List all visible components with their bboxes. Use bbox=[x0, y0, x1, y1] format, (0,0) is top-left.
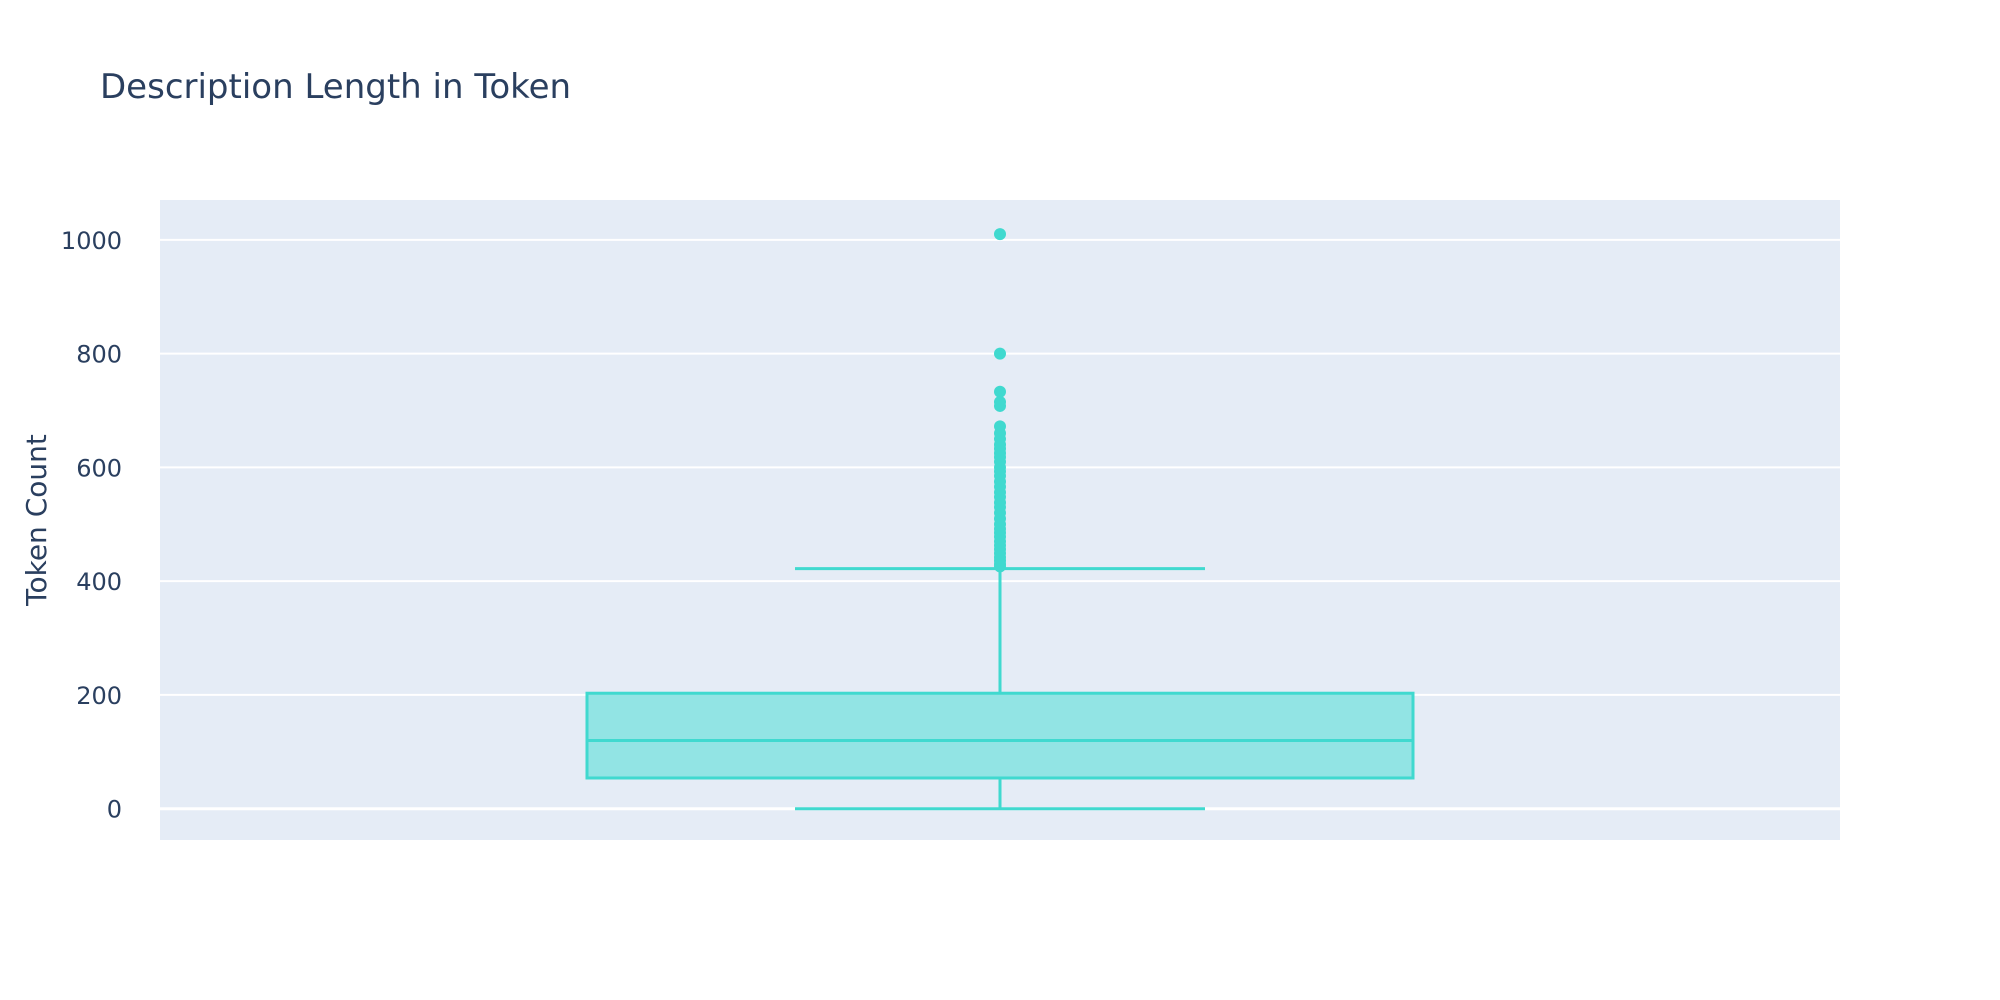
y-tick-label: 800 bbox=[76, 341, 122, 369]
y-axis-ticks: 0 200 400 600 800 1000 bbox=[61, 227, 122, 824]
outlier-point bbox=[994, 347, 1006, 360]
chart-title: Description Length in Token bbox=[100, 67, 571, 107]
outlier-point bbox=[994, 228, 1006, 241]
box-series bbox=[585, 567, 1415, 811]
y-tick-label: 200 bbox=[76, 682, 122, 710]
y-tick-label: 400 bbox=[76, 568, 122, 596]
outlier-point bbox=[994, 399, 1006, 412]
outlier-point bbox=[994, 560, 1006, 573]
outlier-points bbox=[994, 228, 1006, 573]
outlier-point bbox=[994, 385, 1006, 398]
y-axis-title: Token Count bbox=[20, 434, 53, 607]
interquartile-box bbox=[585, 691, 1415, 780]
y-tick-label: 600 bbox=[76, 454, 122, 482]
y-tick-label: 0 bbox=[107, 796, 122, 824]
y-tick-label: 1000 bbox=[61, 227, 122, 255]
